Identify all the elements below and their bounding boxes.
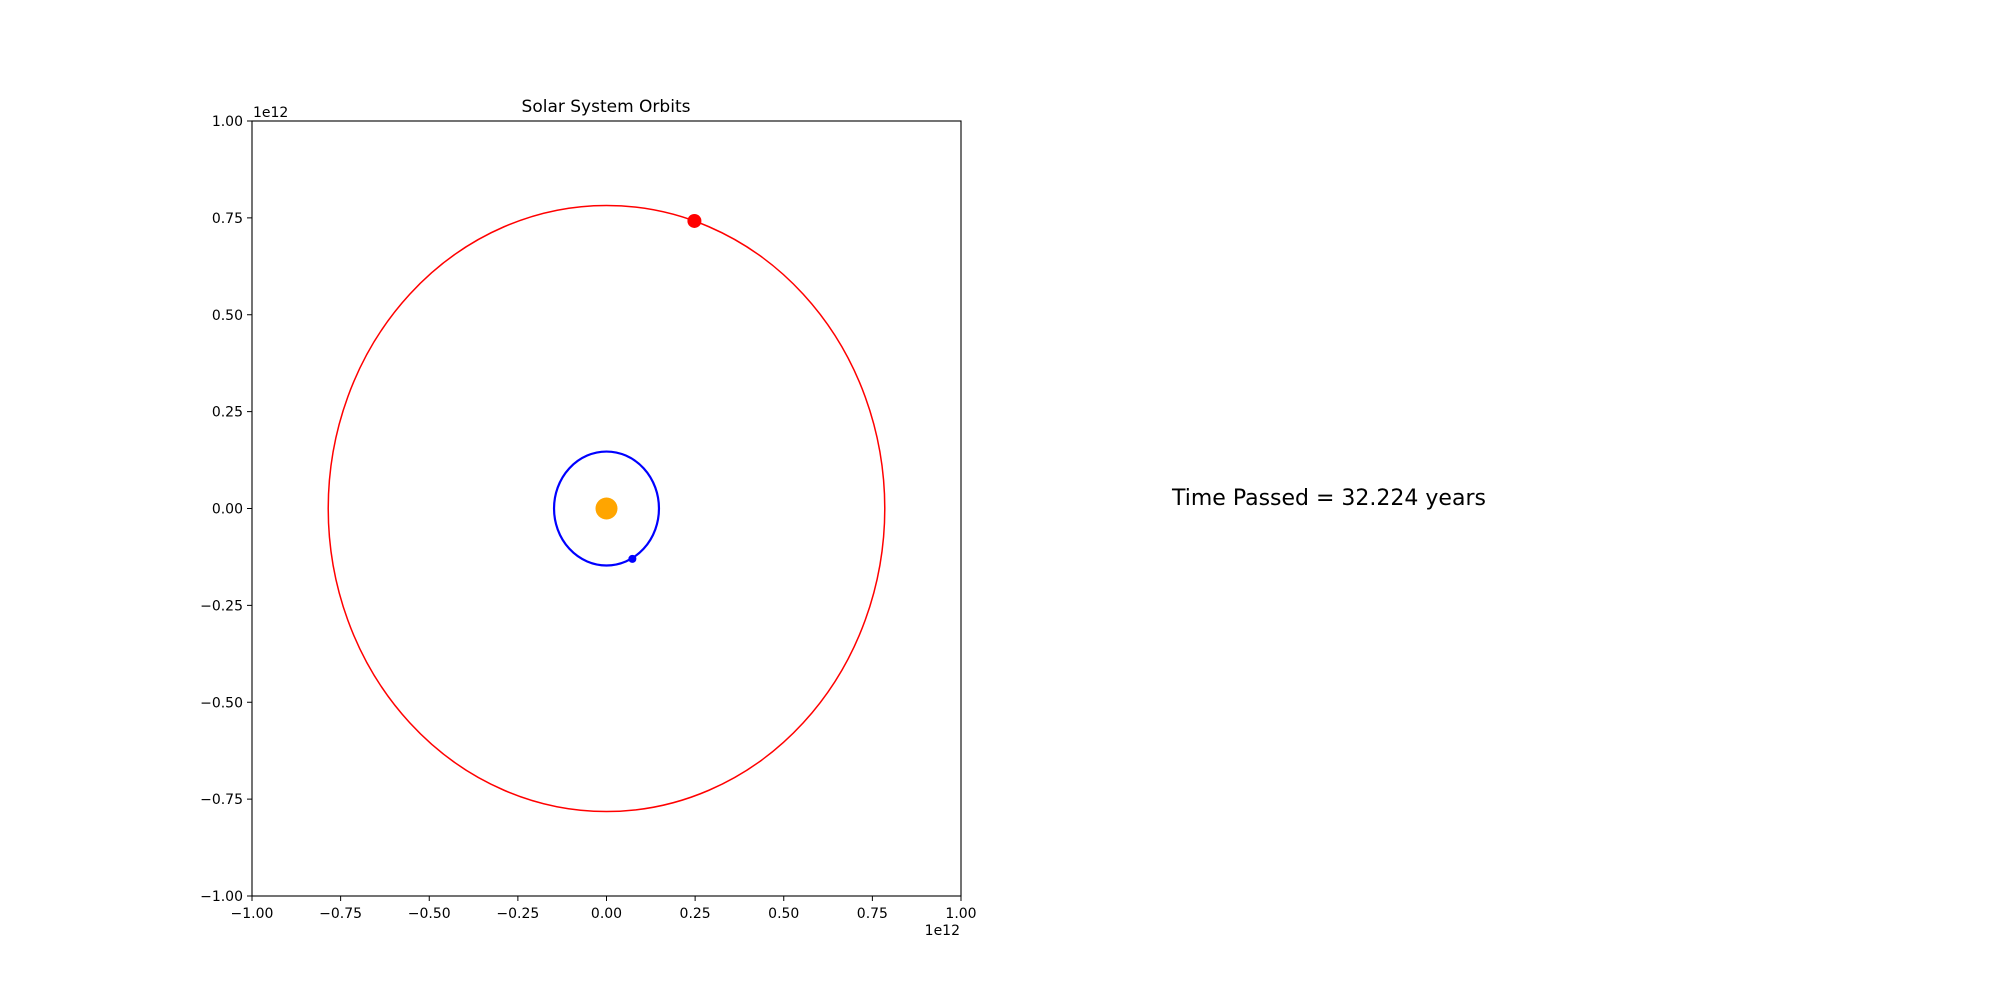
x-tick-label: −0.50 [408,906,451,922]
x-tick-label: 0.75 [857,906,888,922]
x-tick-label: 0.00 [591,906,622,922]
x-tick-label: 0.25 [680,906,711,922]
orbit-path-0 [327,204,886,813]
sun-marker [595,497,618,520]
y-tick-label: −1.00 [200,889,243,905]
x-axis-offset-label: 1e12 [925,923,960,939]
y-tick-label: 0.25 [212,405,243,421]
x-tick-label: 0.50 [768,906,799,922]
time-passed-label: Time Passed = 32.224 years [1172,486,1486,511]
y-tick-label: 0.75 [212,211,243,227]
orbit-path-1 [552,450,661,567]
x-tick-label: −0.75 [319,906,362,922]
y-tick-label: −0.25 [200,598,243,614]
axis-ticks: −1.00 −0.75 −0.50 −0.25 0.00 0.25 0.50 0.75 1.00… [200,114,976,922]
y-axis-offset-label: 1e12 [253,105,288,121]
chart-title: Solar System Orbits [522,97,691,117]
y-tick-label: −0.50 [200,695,243,711]
y-tick-label: 0.00 [212,502,243,518]
planet-marker-2 [628,554,637,563]
y-tick-label: 1.00 [212,114,243,130]
x-tick-label: 1.00 [945,906,976,922]
planet-marker-1 [687,213,702,228]
x-tick-label: −0.25 [496,906,539,922]
y-tick-label: −0.75 [200,792,243,808]
plot-area [251,120,962,897]
y-tick-label: 0.50 [212,308,243,324]
x-tick-label: −1.00 [231,906,274,922]
